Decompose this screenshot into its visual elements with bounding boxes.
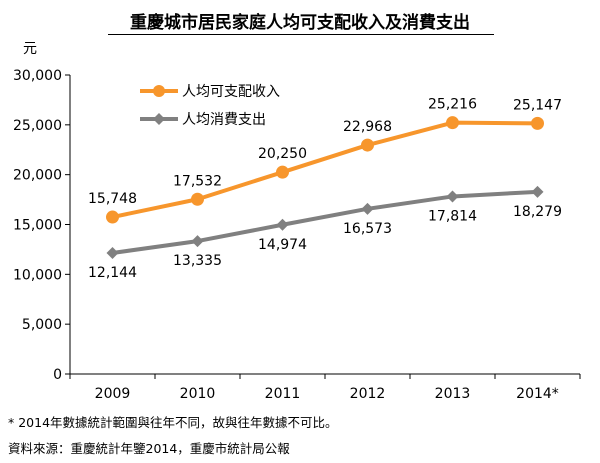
series-line: [112, 189, 538, 255]
data-label: 20,250: [258, 146, 307, 162]
data-label: 12,144: [88, 265, 137, 281]
chart-axes: 0 5,000 10,000 15,000 20,000 25,000 30,000 2009…: [13, 68, 581, 402]
x-tick-label: 2009: [95, 386, 131, 402]
y-tick-label: 10,000: [13, 267, 62, 283]
x-tick-label: 2011: [265, 386, 301, 402]
legend-marker: [153, 85, 165, 97]
data-label: 17,814: [428, 208, 477, 224]
data-point: [531, 116, 544, 130]
data-point: [276, 218, 289, 231]
data-point: [191, 192, 204, 206]
data-point: [276, 165, 289, 179]
chart-series: 15,748 17,532 20,250 22,968 25,216 25,147 12,1…: [88, 97, 562, 281]
y-tick-label: 5,000: [22, 317, 62, 333]
y-axis-unit-label: 元: [23, 41, 37, 57]
chart-title: 重慶城市居民家庭人均可支配收入及消費支出: [130, 13, 470, 33]
x-tick-label: 2012: [350, 386, 386, 402]
legend-label: 人均消費支出: [182, 112, 266, 128]
legend-marker: [153, 113, 165, 125]
data-label: 25,147: [513, 97, 562, 113]
data-point: [106, 210, 119, 224]
data-label: 14,974: [258, 237, 307, 253]
y-tick-label: 25,000: [13, 118, 62, 134]
data-point: [361, 202, 374, 215]
y-tick-label: 0: [53, 367, 62, 383]
data-label: 16,573: [343, 221, 392, 237]
data-point: [446, 190, 459, 203]
series-line: [112, 120, 538, 220]
data-label: 18,279: [513, 204, 562, 220]
data-label: 25,216: [428, 97, 477, 113]
footnote: * 2014年數據統計範圍與往年不同，故與往年數據不可比。: [8, 415, 338, 430]
x-tick-label: 2010: [180, 386, 216, 402]
data-label: 15,748: [88, 191, 137, 207]
data-point: [106, 246, 119, 259]
data-label: 22,968: [343, 119, 392, 135]
title-underline: [108, 34, 494, 35]
data-point: [361, 138, 374, 152]
data-label: 13,335: [173, 253, 222, 269]
x-tick-label: 2013: [435, 386, 471, 402]
data-point: [191, 235, 204, 248]
series-income: 15,748 17,532 20,250 22,968 25,216 25,147: [88, 97, 562, 224]
x-tick-label: 2014*: [516, 386, 559, 402]
source-note: 資料來源：重慶統計年鑒2014，重慶市統計局公報: [8, 441, 290, 456]
data-point: [446, 116, 459, 130]
legend-label: 人均可支配收入: [182, 84, 280, 100]
y-tick-label: 30,000: [13, 68, 62, 84]
data-point: [531, 185, 544, 198]
data-label: 17,532: [173, 173, 222, 189]
y-tick-label: 20,000: [13, 168, 62, 184]
y-tick-label: 15,000: [13, 218, 62, 234]
series-expenditure: 12,144 13,335 14,974 16,573 17,814 18,279: [88, 185, 562, 281]
